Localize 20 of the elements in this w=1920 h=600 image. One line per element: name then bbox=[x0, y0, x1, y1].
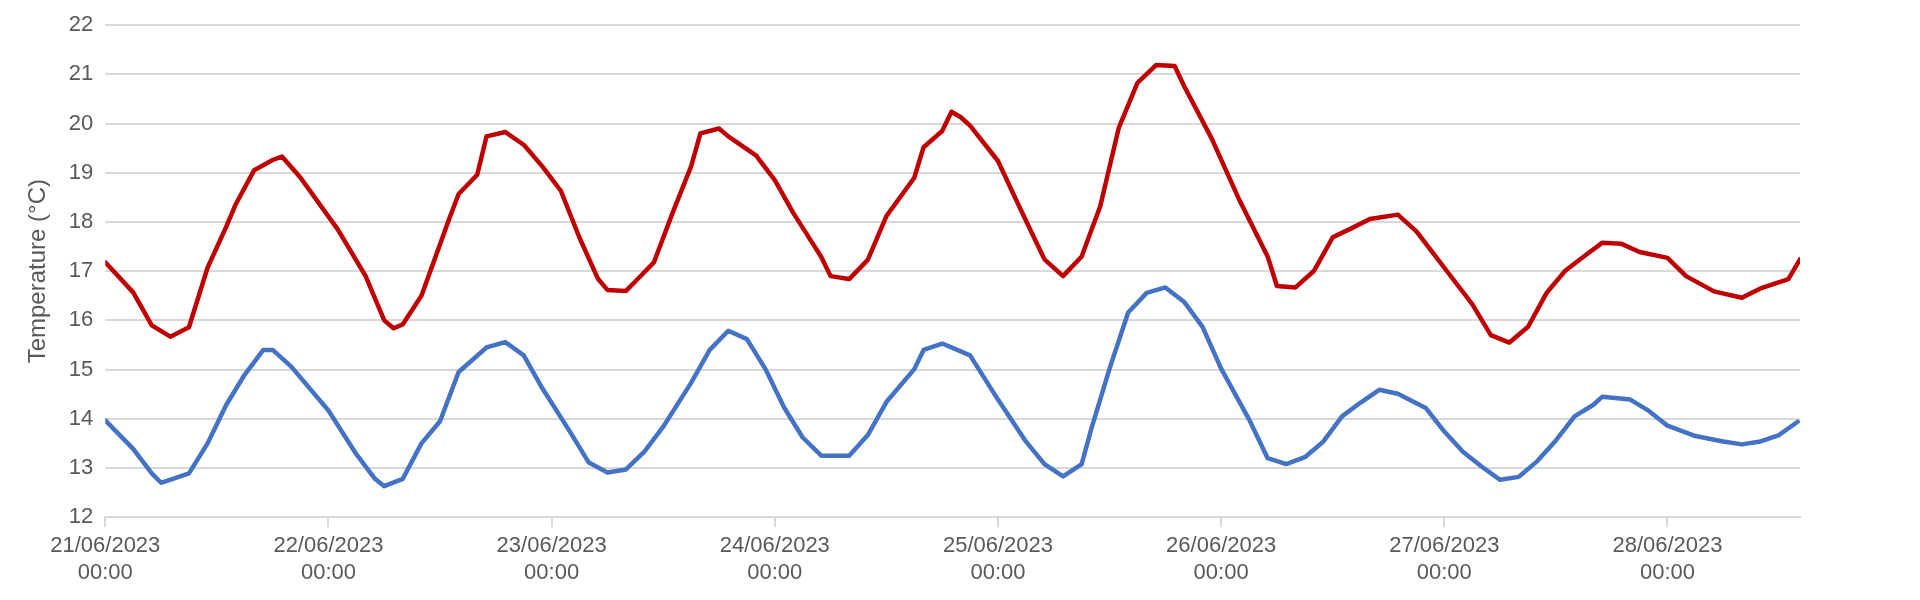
x-tick-label: 22/06/2023 00:00 bbox=[273, 532, 384, 584]
y-tick-label: 13 bbox=[68, 454, 94, 480]
x-tick-label: 28/06/2023 00:00 bbox=[1612, 532, 1723, 584]
y-axis-title: Temperature (°C) bbox=[23, 179, 51, 364]
y-tick-label: 18 bbox=[68, 208, 94, 234]
y-tick-label: 12 bbox=[68, 503, 94, 529]
y-tick-label: 19 bbox=[68, 158, 94, 184]
x-tick-label: 27/06/2023 00:00 bbox=[1389, 532, 1500, 584]
x-tick-label: 23/06/2023 00:00 bbox=[496, 532, 607, 584]
y-tick-label: 22 bbox=[68, 11, 94, 37]
x-tick-label: 24/06/2023 00:00 bbox=[719, 532, 830, 584]
y-tick-label: 14 bbox=[68, 404, 94, 430]
x-tick-label: 25/06/2023 00:00 bbox=[942, 532, 1054, 584]
y-tick-label: 21 bbox=[68, 60, 94, 86]
x-tick-label: 26/06/2023 00:00 bbox=[1166, 532, 1277, 584]
y-tick-label: 15 bbox=[68, 355, 94, 381]
y-tick-label: 17 bbox=[68, 257, 94, 283]
x-tick-label: 21/06/2023 00:00 bbox=[50, 532, 161, 584]
y-tick-label: 20 bbox=[68, 109, 94, 135]
y-tick-label: 16 bbox=[68, 306, 94, 332]
